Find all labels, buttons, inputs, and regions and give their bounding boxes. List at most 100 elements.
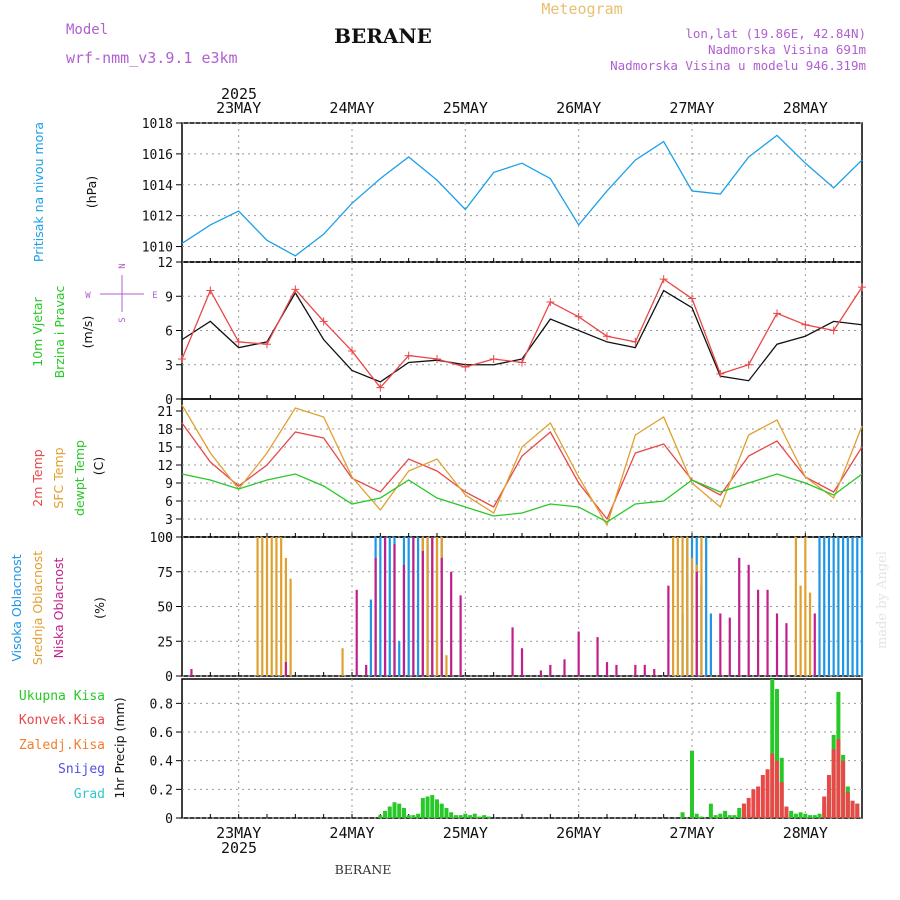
bar-srednja-oblacnost xyxy=(284,557,287,676)
date-label-bottom: 25MAY xyxy=(443,824,488,842)
date-label-bottom: 27MAY xyxy=(669,824,714,842)
model-name: wrf-nmm_v3.9.1 e3km xyxy=(66,49,238,67)
bar-niska-oblacnost xyxy=(747,564,750,676)
bar-srednja-oblacnost xyxy=(256,537,259,676)
y-tick-label: 12 xyxy=(157,459,173,474)
legend-total-precip: Ukupna Kisa xyxy=(19,689,105,704)
bar-niska-oblacnost xyxy=(596,637,599,676)
y-tick-label: 6 xyxy=(165,325,173,340)
panel-1: 1010 1012 1014 1016 1018 xyxy=(142,117,863,263)
bar-visoka-oblacnost xyxy=(837,537,840,676)
y-tick-label: 15 xyxy=(157,441,173,456)
bar-srednja-oblacnost xyxy=(676,537,679,676)
bar-visoka-oblacnost xyxy=(860,537,864,676)
bar-niska-oblacnost xyxy=(190,669,193,676)
bar-niska-oblacnost xyxy=(549,664,552,676)
bar-niska-oblacnost xyxy=(728,617,731,676)
compass-s: S xyxy=(118,317,128,322)
bar-srednja-oblacnost xyxy=(341,648,344,676)
bar-konvek-kisa xyxy=(741,803,746,818)
bar-srednja-oblacnost xyxy=(275,537,278,676)
bar-ukupna-kisa xyxy=(812,815,817,818)
temp-dew-label: dewpt Temp xyxy=(72,440,87,516)
bar-ukupna-kisa xyxy=(713,815,718,818)
bar-srednja-oblacnost xyxy=(261,537,264,676)
bar-ukupna-kisa xyxy=(463,813,468,818)
gust-marker xyxy=(858,283,866,292)
bar-niska-oblacnost xyxy=(719,613,722,676)
bar-konvek-kisa xyxy=(746,797,751,818)
bar-niska-oblacnost xyxy=(813,613,816,676)
gust-marker xyxy=(518,358,526,367)
y-tick-label: 21 xyxy=(157,405,173,420)
bar-konvek-kisa xyxy=(855,803,860,818)
date-label-top: 25MAY xyxy=(443,99,488,117)
bar-ukupna-kisa xyxy=(387,806,392,818)
series-line-brzina xyxy=(181,289,863,383)
bar-niska-oblacnost xyxy=(563,659,566,676)
bar-visoka-oblacnost xyxy=(709,613,712,676)
bar-niska-oblacnost xyxy=(374,557,377,676)
bar-srednja-oblacnost xyxy=(794,537,797,676)
bar-niska-oblacnost xyxy=(615,664,618,676)
bar-ukupna-kisa xyxy=(482,815,487,818)
gust-marker xyxy=(348,347,356,356)
bar-niska-oblacnost xyxy=(738,557,741,676)
elevation-label: Nadmorska Visina 691m xyxy=(708,42,866,57)
gust-marker xyxy=(546,297,555,306)
cloud-low-label: Niska Oblacnost xyxy=(51,558,66,659)
gust-marker xyxy=(376,383,385,392)
bar-ukupna-kisa xyxy=(472,813,477,818)
bar-ukupna-kisa xyxy=(416,813,421,818)
bar-konvek-kisa xyxy=(831,749,836,818)
gust-marker xyxy=(206,286,215,295)
series-line-2m-temp xyxy=(181,422,863,521)
bar-ukupna-kisa xyxy=(690,750,694,818)
bar-ukupna-kisa xyxy=(789,810,794,818)
bar-niska-oblacnost xyxy=(355,589,358,676)
bar-ukupna-kisa xyxy=(732,815,737,818)
bar-niska-oblacnost xyxy=(667,585,670,676)
bar-niska-oblacnost xyxy=(412,537,415,676)
bar-ukupna-kisa xyxy=(723,810,728,818)
y-tick-label: 100 xyxy=(150,531,173,546)
bar-niska-oblacnost xyxy=(520,648,524,676)
bar-srednja-oblacnost xyxy=(686,537,689,676)
bar-niska-oblacnost xyxy=(643,664,646,676)
temp-unit: (C) xyxy=(91,457,106,475)
gust-marker xyxy=(801,320,810,329)
bar-ukupna-kisa xyxy=(458,815,463,818)
bar-konvek-kisa xyxy=(845,792,850,818)
y-tick-label: 3 xyxy=(165,359,173,374)
date-label-top: 28MAY xyxy=(783,99,828,117)
bar-niska-oblacnost xyxy=(365,664,368,676)
bar-konvek-kisa xyxy=(756,786,761,818)
bar-visoka-oblacnost xyxy=(388,537,391,676)
bar-ukupna-kisa xyxy=(727,815,732,818)
y-tick-label: 0 xyxy=(165,812,173,827)
bar-visoka-oblacnost xyxy=(818,537,821,676)
model-label: Model xyxy=(66,22,108,38)
bar-niska-oblacnost xyxy=(440,557,443,676)
cloud-high-label: Visoka Oblacnost xyxy=(9,554,24,661)
temp-2m-label: 2m Temp xyxy=(30,449,45,506)
bar-konvek-kisa xyxy=(770,753,775,818)
panel-2: 0 3 6 9 12 xyxy=(157,256,866,408)
precip-unit: 1hr Precip (mm) xyxy=(112,697,127,798)
bar-niska-oblacnost xyxy=(766,589,769,676)
bar-konvek-kisa xyxy=(826,775,831,818)
bar-srednja-oblacnost xyxy=(265,537,269,676)
bar-srednja-oblacnost xyxy=(672,537,675,676)
bar-ukupna-kisa xyxy=(430,795,435,818)
bar-ukupna-kisa xyxy=(793,813,798,818)
bar-visoka-oblacnost xyxy=(407,537,410,676)
gust-marker xyxy=(263,340,271,349)
panel-5: 0 0.2 0.4 0.6 0.8 xyxy=(150,678,863,827)
bar-konvek-kisa xyxy=(836,739,841,818)
bar-ukupna-kisa xyxy=(453,815,458,818)
bar-ukupna-kisa xyxy=(817,813,822,818)
bar-niska-oblacnost xyxy=(284,662,287,676)
bar-ukupna-kisa xyxy=(401,807,406,818)
y-tick-label: 1018 xyxy=(142,117,173,132)
bar-visoka-oblacnost xyxy=(823,537,826,676)
